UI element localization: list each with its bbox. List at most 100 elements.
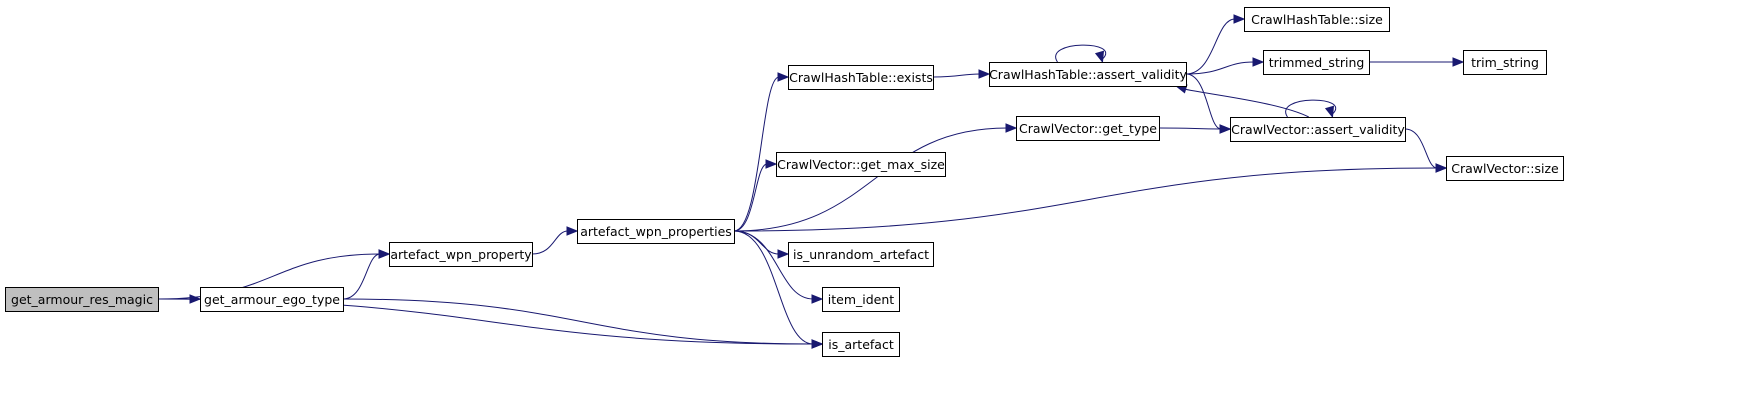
arrowhead <box>566 226 579 236</box>
edge-cv-assert-validity-to-cv-assert-validity <box>1285 99 1337 119</box>
node-box <box>822 287 900 312</box>
arrowhead <box>777 249 790 259</box>
node-trim-string[interactable]: trim_string <box>1463 50 1547 75</box>
edge-line <box>1055 44 1107 63</box>
edge-cht-exists-to-cht-assert-validity <box>932 69 991 79</box>
edge-trimmed-string-to-trim-string <box>1369 57 1465 67</box>
edge-line <box>157 253 381 300</box>
node-cht-exists[interactable]: CrawlHashTable::exists <box>788 65 934 90</box>
node-box <box>1463 50 1547 75</box>
node-label: CrawlVector::assert_validity <box>1231 122 1405 137</box>
edge-line <box>733 127 1008 232</box>
node-box <box>989 62 1187 87</box>
node-box <box>1446 156 1564 181</box>
edge-line <box>733 167 1438 232</box>
node-label: CrawlHashTable::assert_validity <box>989 67 1187 82</box>
arrowhead <box>1219 124 1232 134</box>
arrowhead <box>765 159 778 169</box>
edge-line <box>733 230 814 300</box>
arrowhead <box>811 339 824 349</box>
arrowhead <box>1005 123 1018 133</box>
edge-artefact-wpn-properties-to-is-unrandom-artefact <box>733 230 790 259</box>
edge-line <box>1185 61 1255 75</box>
node-cv-get-type[interactable]: CrawlVector::get_type <box>1016 116 1160 141</box>
node-label: CrawlVector::size <box>1451 161 1559 176</box>
node-box <box>389 242 533 267</box>
arrowhead <box>378 249 391 259</box>
edge-get-armour-ego-type-to-artefact-wpn-property <box>342 249 391 300</box>
edge-line <box>1185 18 1236 75</box>
edge-cv-assert-validity-to-cht-assert-validity <box>1174 84 1309 118</box>
edge-line <box>733 163 768 232</box>
edge-artefact-wpn-properties-to-is-artefact <box>733 230 824 349</box>
node-label: is_unrandom_artefact <box>793 247 929 262</box>
node-box <box>776 152 946 177</box>
edge-line <box>531 230 569 255</box>
node-get-armour-res-magic[interactable]: get_armour_res_magic <box>5 287 159 312</box>
node-label: trimmed_string <box>1269 55 1365 70</box>
edge-line <box>1158 127 1222 130</box>
node-label: get_armour_ego_type <box>204 292 340 307</box>
edge-artefact-wpn-properties-to-cv-get-type <box>733 123 1018 232</box>
node-box <box>1244 7 1390 32</box>
arrowhead <box>1094 50 1105 64</box>
arrowhead <box>1452 57 1465 67</box>
node-box <box>822 332 900 357</box>
node-artefact-wpn-properties[interactable]: artefact_wpn_properties <box>577 219 735 244</box>
edge-cht-assert-validity-to-cht-assert-validity <box>1055 44 1107 64</box>
node-label: item_ident <box>828 292 895 307</box>
node-label: get_armour_res_magic <box>11 292 153 307</box>
edge-line <box>1404 128 1438 169</box>
arrowhead <box>1252 57 1265 67</box>
edge-line <box>932 73 981 78</box>
node-box <box>788 65 934 90</box>
edge-line <box>1185 73 1222 130</box>
edge-line <box>1285 99 1337 118</box>
node-label: CrawlHashTable::exists <box>789 70 933 85</box>
node-box <box>5 287 159 312</box>
edge-cv-assert-validity-to-cv-size <box>1404 128 1448 173</box>
edge-get-armour-ego-type-to-is-artefact <box>342 298 824 349</box>
arrowhead <box>811 294 824 304</box>
arrowhead <box>1233 14 1246 24</box>
node-is-unrandom-artefact[interactable]: is_unrandom_artefact <box>788 242 934 267</box>
node-trimmed-string[interactable]: trimmed_string <box>1263 50 1370 75</box>
node-cv-size[interactable]: CrawlVector::size <box>1446 156 1564 181</box>
arrowhead <box>777 72 790 82</box>
node-label: trim_string <box>1471 55 1539 70</box>
node-label: CrawlVector::get_max_size <box>777 157 945 172</box>
edge-cht-assert-validity-to-cv-assert-validity <box>1185 73 1232 134</box>
edge-line <box>733 230 814 345</box>
edge-cht-assert-validity-to-cht-size <box>1185 14 1246 75</box>
node-label: is_artefact <box>828 337 894 352</box>
node-item-ident[interactable]: item_ident <box>822 287 900 312</box>
edge-artefact-wpn-properties-to-cht-exists <box>733 72 790 232</box>
node-cht-assert-validity[interactable]: CrawlHashTable::assert_validity <box>989 62 1188 87</box>
node-artefact-wpn-property[interactable]: artefact_wpn_property <box>389 242 533 267</box>
node-box <box>200 287 344 312</box>
node-cv-assert-validity[interactable]: CrawlVector::assert_validity <box>1230 117 1406 142</box>
arrowhead <box>1435 163 1448 173</box>
node-box <box>1230 117 1406 142</box>
edge-artefact-wpn-properties-to-cv-get-max-size <box>733 159 778 232</box>
node-cht-size[interactable]: CrawlHashTable::size <box>1244 7 1390 32</box>
node-box <box>1016 116 1160 141</box>
node-box <box>1263 50 1370 75</box>
edge-cht-assert-validity-to-trimmed-string <box>1185 57 1265 75</box>
node-get-armour-ego-type[interactable]: get_armour_ego_type <box>200 287 344 312</box>
edge-artefact-wpn-property-to-artefact-wpn-properties <box>531 226 579 255</box>
arrowhead <box>1324 105 1335 119</box>
edge-artefact-wpn-properties-to-item-ident <box>733 230 824 304</box>
node-label: artefact_wpn_properties <box>580 224 732 239</box>
node-label: artefact_wpn_property <box>390 247 532 262</box>
node-is-artefact[interactable]: is_artefact <box>822 332 900 357</box>
node-cv-get-max-size[interactable]: CrawlVector::get_max_size <box>776 152 946 177</box>
node-box <box>788 242 934 267</box>
nodes: get_armour_res_magic get_armour_ego_type a… <box>5 7 1564 357</box>
edge-line <box>733 230 780 255</box>
edge-line <box>342 298 814 345</box>
edge-line <box>733 76 780 232</box>
edge-line <box>1184 88 1309 118</box>
node-box <box>577 219 735 244</box>
